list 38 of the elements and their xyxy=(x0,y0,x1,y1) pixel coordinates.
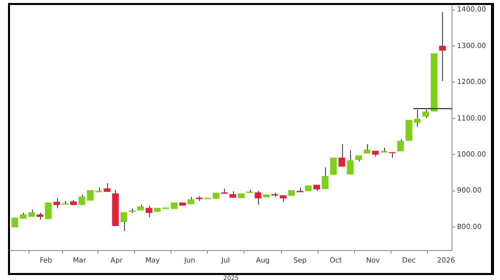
candlestick xyxy=(95,186,102,192)
candlestick xyxy=(313,184,320,192)
candlestick xyxy=(439,11,446,82)
candlestick xyxy=(397,138,404,152)
candlestick xyxy=(104,182,110,192)
candlestick xyxy=(280,195,286,202)
candlestick xyxy=(263,194,270,198)
candlestick xyxy=(380,147,388,152)
candlestick xyxy=(254,190,262,206)
candlestick xyxy=(304,185,312,192)
candlestick xyxy=(296,187,304,192)
candlestick xyxy=(120,212,128,232)
candlestick xyxy=(45,202,52,220)
candlestick xyxy=(78,194,86,205)
candlestick xyxy=(62,200,68,205)
candlestick xyxy=(154,208,161,212)
candlestick xyxy=(11,218,18,228)
candlestick xyxy=(137,204,144,210)
candlestick xyxy=(364,144,370,154)
candlestick xyxy=(346,150,354,175)
candlestick xyxy=(288,190,295,196)
candlestick xyxy=(355,155,362,162)
candlestick xyxy=(86,190,94,201)
candlestick xyxy=(146,205,152,218)
candlestick xyxy=(330,158,337,175)
candlestick xyxy=(229,190,236,198)
candlestick xyxy=(430,53,438,112)
candlestick xyxy=(388,152,396,158)
candlestick xyxy=(170,202,178,209)
candlestick xyxy=(238,193,245,198)
candlestick xyxy=(128,208,136,214)
candlestick xyxy=(36,212,44,220)
candlestick xyxy=(112,189,119,226)
candlestick xyxy=(322,166,328,190)
candlestick xyxy=(188,196,194,204)
candlestick xyxy=(179,202,186,206)
candlestick xyxy=(271,192,278,198)
candlestick xyxy=(338,144,346,167)
